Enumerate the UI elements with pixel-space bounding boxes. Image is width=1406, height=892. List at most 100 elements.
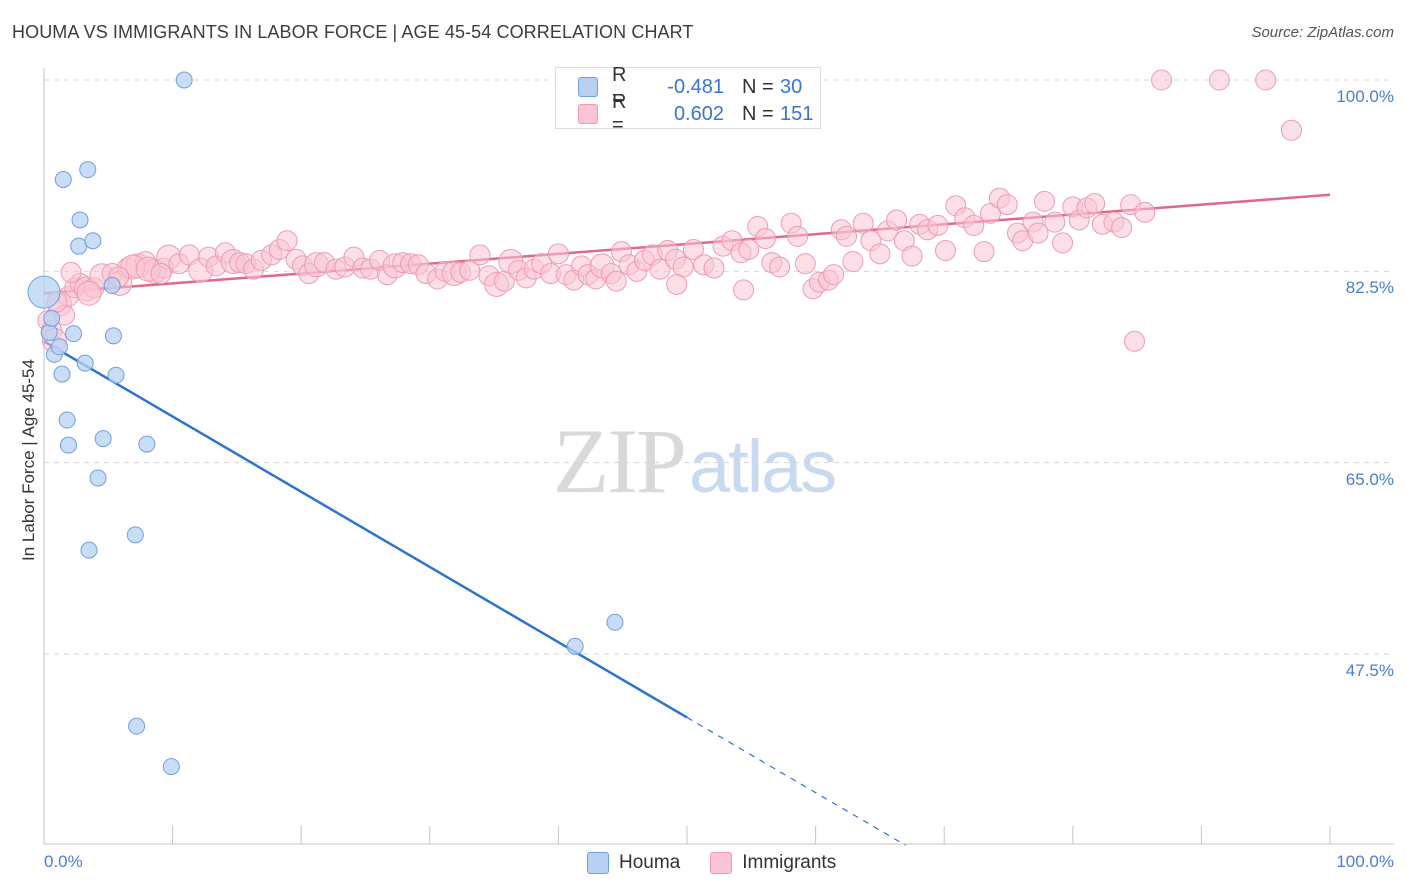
houma-point [80, 541, 98, 559]
axis-layer [43, 68, 1394, 845]
houma-point [65, 325, 83, 343]
chart-title: HOUMA VS IMMIGRANTS IN LABOR FORCE | AGE… [12, 22, 694, 42]
immigrants-point [973, 241, 995, 263]
legend-label-immigrants: Immigrants [742, 852, 837, 873]
legend-r-value-houma: -0.481 [667, 75, 724, 98]
legend-n-label: N = [742, 75, 774, 98]
houma-point [53, 365, 71, 383]
legend-n-value-houma: 30 [780, 75, 803, 98]
houma-trend-line [43, 340, 688, 719]
legend-swatch-immigrants [578, 104, 598, 124]
immigrants-point [738, 238, 760, 260]
immigrants-point [1124, 330, 1146, 352]
immigrants-point [672, 256, 694, 278]
trend-layer [43, 193, 1331, 846]
grid-layer [44, 79, 1394, 655]
immigrants-point [703, 257, 725, 279]
houma-point [58, 411, 76, 429]
immigrants-point [934, 240, 956, 262]
legend-r-label: R = [612, 91, 627, 136]
immigrants-point [60, 261, 82, 283]
houma-point [162, 758, 180, 776]
immigrants-point [150, 263, 172, 285]
immigrants-point [996, 194, 1018, 216]
houma-point [79, 161, 97, 179]
immigrants-point [963, 214, 985, 236]
series-legend: Houma Immigrants [587, 852, 866, 874]
immigrants-point [733, 279, 755, 301]
point-layer [27, 69, 1302, 776]
immigrants-point [1255, 69, 1277, 91]
legend-swatch-houma [587, 852, 609, 874]
houma-point [89, 469, 107, 487]
immigrants-point [1052, 232, 1074, 254]
immigrants-point [649, 258, 671, 280]
houma-point [103, 277, 121, 295]
houma-point [94, 430, 112, 448]
legend-swatch-houma [578, 77, 598, 97]
houma-point [43, 309, 61, 327]
immigrants-point [1044, 211, 1066, 233]
watermark: ZIPatlas [553, 408, 837, 514]
watermark-atlas: atlas [689, 425, 837, 508]
legend-row-immigrants: R = 0.602 N = 151 [578, 91, 814, 136]
immigrants-point [787, 225, 809, 247]
immigrants-point [1111, 217, 1133, 239]
immigrants-point [1208, 69, 1230, 91]
houma-point [128, 717, 146, 735]
immigrants-point [886, 209, 908, 231]
immigrants-point [666, 273, 688, 295]
immigrants-point [605, 270, 627, 292]
immigrants-point [794, 253, 816, 275]
immigrants-point [76, 280, 102, 306]
immigrants-point [1027, 222, 1049, 244]
immigrants-point [547, 243, 569, 265]
legend-r-value-immigrants: 0.602 [673, 102, 724, 125]
immigrants-point [459, 259, 481, 281]
immigrants-point [754, 228, 776, 250]
houma-point [566, 637, 584, 655]
y-tick-label: 100.0% [1336, 87, 1394, 106]
y-tick-label: 82.5% [1345, 278, 1394, 298]
immigrants-point [1151, 69, 1173, 91]
houma-point [107, 366, 125, 384]
y-tick-label: 65.0% [1345, 469, 1394, 489]
immigrants-point [869, 243, 891, 265]
houma-point [50, 338, 68, 356]
houma-point [175, 71, 193, 89]
houma-point [27, 275, 61, 309]
legend-n-value-immigrants: 151 [780, 102, 814, 125]
immigrants-point [769, 256, 791, 278]
legend-row-houma: R = -0.481 N = 30 [578, 64, 803, 109]
houma-point [54, 170, 72, 188]
immigrants-point [276, 230, 298, 252]
x-tick-label: 100.0% [1336, 852, 1394, 871]
x-tick-label: 0.0% [44, 852, 83, 871]
chart-source: Source: ZipAtlas.com [1251, 24, 1394, 41]
houma-trend-extension [686, 716, 906, 846]
legend-r-label: R = [612, 64, 627, 109]
houma-point [606, 613, 624, 631]
legend-swatch-immigrants [710, 852, 733, 874]
legend-item-immigrants[interactable]: Immigrants [710, 852, 836, 874]
immigrants-point [842, 250, 864, 272]
immigrants-point [1034, 190, 1056, 212]
immigrants-point [682, 238, 704, 260]
immigrants-point [1134, 201, 1156, 223]
immigrants-point [469, 244, 491, 266]
houma-point [126, 526, 144, 544]
houma-point [71, 211, 89, 229]
immigrants-point [901, 245, 923, 267]
correlation-legend: R = -0.481 N = 30 R = 0.602 N = 151 [555, 64, 821, 136]
legend-label-houma: Houma [619, 852, 681, 873]
immigrants-point [835, 225, 857, 247]
legend-n-label: N = [742, 102, 774, 125]
legend-item-houma[interactable]: Houma [587, 852, 680, 874]
houma-point [104, 327, 122, 345]
immigrants-point [1084, 193, 1106, 215]
immigrants-point [852, 212, 874, 234]
immigrants-point [823, 264, 845, 286]
y-tick-label: 47.5% [1345, 661, 1394, 680]
houma-point [84, 232, 102, 250]
